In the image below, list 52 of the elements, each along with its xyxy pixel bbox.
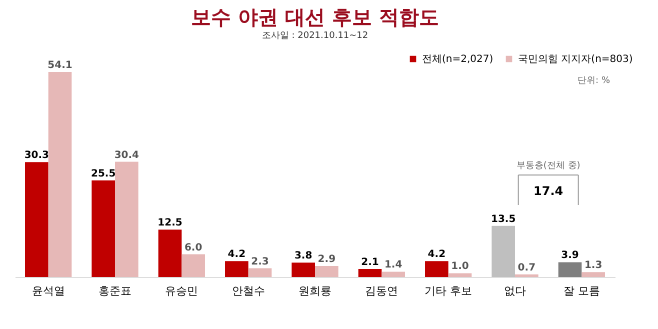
- data-label: 12.5: [158, 218, 182, 229]
- data-label: 2.9: [318, 254, 336, 266]
- annotation: 17.4: [534, 184, 564, 198]
- data-label: 4.2: [228, 249, 246, 260]
- bar: [158, 230, 182, 277]
- bar: [425, 261, 448, 277]
- data-label: 0.7: [518, 262, 536, 274]
- bar: [515, 274, 538, 277]
- annotation: 부동층(전체 중): [516, 161, 580, 171]
- chart-title: 보수 야권 대선 후보 적합도: [191, 5, 439, 29]
- bar: [182, 254, 205, 277]
- data-label: 54.1: [48, 60, 72, 71]
- bar: [248, 268, 272, 277]
- bar: [315, 266, 338, 277]
- data-label: 1.4: [384, 260, 402, 271]
- bar: [225, 261, 248, 277]
- bar: [25, 162, 48, 277]
- x-tick-label: 홍준표: [98, 284, 132, 298]
- x-tick-label: 김동연: [365, 284, 398, 298]
- data-label: 3.8: [294, 250, 312, 262]
- bar: [292, 262, 315, 277]
- legend-label: 전체(n=2,027): [422, 54, 494, 65]
- data-label: 1.3: [584, 260, 602, 272]
- x-tick-label: 안철수: [232, 284, 265, 298]
- bar: [115, 162, 138, 277]
- data-label: 3.9: [561, 250, 579, 262]
- bar: [92, 180, 115, 277]
- data-label: 25.5: [90, 168, 116, 180]
- x-tick-label: 유승민: [165, 284, 198, 298]
- x-tick-label: 없다: [504, 284, 526, 298]
- data-label: 30.4: [114, 150, 140, 161]
- x-tick-label: 기타 후보: [424, 284, 472, 298]
- bar: [358, 269, 382, 277]
- bar: [382, 272, 405, 277]
- data-label: 4.2: [428, 249, 446, 260]
- bar: [558, 262, 582, 277]
- bar: [448, 273, 472, 277]
- bar: [582, 272, 605, 277]
- data-label: 2.3: [251, 256, 269, 268]
- x-tick-label: 잘 모름: [563, 284, 600, 298]
- data-label: 13.5: [490, 214, 516, 225]
- bar: [48, 72, 72, 277]
- data-label: 1.0: [451, 261, 469, 272]
- data-label: 2.1: [361, 257, 379, 268]
- data-label: 30.3: [24, 150, 50, 162]
- x-tick-label: 원희룡: [298, 284, 332, 298]
- legend-label: 국민의힘 지지자(n=803): [518, 54, 633, 65]
- x-tick-label: 윤석열: [32, 284, 65, 298]
- data-label: 6.0: [184, 242, 202, 254]
- chart-subtitle: 조사일 : 2021.10.11~12: [262, 31, 368, 41]
- bar: [492, 226, 515, 277]
- annotation: 단위: %: [578, 76, 610, 86]
